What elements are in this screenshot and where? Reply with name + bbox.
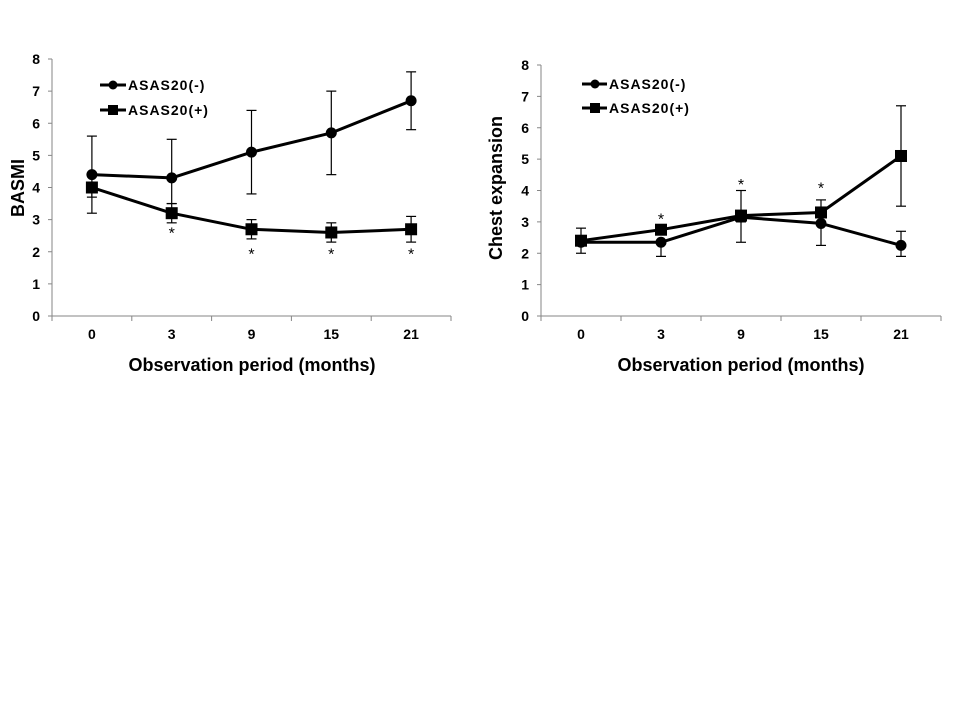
data-point-square xyxy=(895,149,907,162)
data-point-square xyxy=(325,226,338,239)
y-tick-label: 1 xyxy=(521,277,529,293)
x-axis-title: Observation period (months) xyxy=(617,355,864,375)
y-tick-label: 2 xyxy=(32,244,40,260)
legend-item-asas20-pos: ASAS20(+) xyxy=(100,102,209,118)
y-ticks: 0 1 2 3 4 5 6 7 8 xyxy=(32,51,52,324)
data-point-square xyxy=(735,209,747,222)
y-tick-label: 6 xyxy=(521,120,529,136)
data-point-square xyxy=(405,223,418,236)
legend: ASAS20(-) ASAS20(+) xyxy=(100,77,209,118)
data-point-circle xyxy=(325,127,337,139)
y-tick-label: 1 xyxy=(32,276,40,292)
x-tick-label: 21 xyxy=(403,326,419,342)
y-tick-label: 4 xyxy=(521,183,529,199)
x-tick-label: 3 xyxy=(657,326,665,342)
y-tick-label: 8 xyxy=(32,51,40,67)
y-tick-label: 4 xyxy=(32,180,40,196)
data-point-circle xyxy=(815,217,827,229)
significance-asterisk: * xyxy=(328,246,334,263)
y-tick-label: 3 xyxy=(32,212,40,228)
data-point-square xyxy=(165,207,178,220)
series-square xyxy=(85,181,418,243)
legend-label: ASAS20(+) xyxy=(128,102,209,118)
data-point-circle xyxy=(655,236,667,248)
legend-item-asas20-neg: ASAS20(-) xyxy=(582,76,686,92)
data-point-square xyxy=(815,206,827,219)
y-ticks: 0 1 2 3 4 5 6 7 8 xyxy=(521,57,541,324)
legend-square-marker xyxy=(108,105,118,115)
legend-label: ASAS20(+) xyxy=(609,100,690,116)
y-tick-label: 0 xyxy=(32,308,40,324)
significance-asterisk: * xyxy=(408,246,414,263)
significance-asterisk: * xyxy=(248,246,254,263)
x-tick-label: 21 xyxy=(893,326,909,342)
legend-label: ASAS20(-) xyxy=(609,76,686,92)
x-tick-label: 15 xyxy=(813,326,829,342)
x-tick-label: 0 xyxy=(577,326,585,342)
y-tick-label: 7 xyxy=(32,83,40,99)
series-square xyxy=(575,105,907,247)
legend-label: ASAS20(-) xyxy=(128,77,205,93)
x-ticks: 0 3 9 15 21 xyxy=(540,316,942,342)
data-point-circle xyxy=(246,146,257,158)
data-point-circle xyxy=(86,169,98,181)
data-point-circle xyxy=(895,239,907,251)
legend: ASAS20(-) ASAS20(+) xyxy=(582,76,690,116)
data-point-circle xyxy=(405,95,417,107)
legend-item-asas20-pos: ASAS20(+) xyxy=(582,100,690,116)
data-point-square xyxy=(575,234,587,247)
y-tick-label: 2 xyxy=(521,245,529,261)
significance-markers: * * * xyxy=(658,177,824,229)
x-axis-title: Observation period (months) xyxy=(128,355,375,375)
significance-asterisk: * xyxy=(658,212,664,229)
significance-asterisk: * xyxy=(818,180,824,197)
x-tick-label: 15 xyxy=(324,326,340,342)
data-point-circle xyxy=(166,172,178,184)
legend-square-marker xyxy=(590,103,600,113)
x-tick-label: 3 xyxy=(168,326,176,342)
y-tick-label: 7 xyxy=(521,88,529,104)
series-group xyxy=(575,105,907,257)
data-point-square xyxy=(245,223,258,236)
y-tick-label: 5 xyxy=(32,147,40,163)
y-tick-label: 5 xyxy=(521,151,529,167)
significance-asterisk: * xyxy=(169,225,175,242)
y-tick-label: 3 xyxy=(521,214,529,230)
y-tick-label: 6 xyxy=(32,115,40,131)
chest-expansion-chart: 0 1 2 3 4 5 6 7 8 0 3 9 15 21 Chest expansion Observ… xyxy=(486,57,942,375)
y-axis-title: Chest expansion xyxy=(486,116,506,260)
data-point-square xyxy=(655,223,667,236)
x-tick-label: 9 xyxy=(737,326,745,342)
basmi-chart: 0 1 2 3 4 5 6 7 8 0 3 9 15 21 BASMI Observation peri… xyxy=(8,51,452,375)
x-ticks: 0 3 9 15 21 xyxy=(51,316,452,342)
legend-circle-marker xyxy=(590,79,600,89)
legend-item-asas20-neg: ASAS20(-) xyxy=(100,77,205,93)
x-tick-label: 9 xyxy=(248,326,256,342)
significance-asterisk: * xyxy=(738,177,744,194)
y-tick-label: 0 xyxy=(521,308,529,324)
data-point-square xyxy=(85,181,98,194)
y-axis-title: BASMI xyxy=(8,159,28,217)
legend-circle-marker xyxy=(108,80,118,90)
x-tick-label: 0 xyxy=(88,326,96,342)
series-group xyxy=(85,71,418,243)
y-tick-label: 8 xyxy=(521,57,529,73)
significance-markers: * * * * xyxy=(169,225,415,263)
